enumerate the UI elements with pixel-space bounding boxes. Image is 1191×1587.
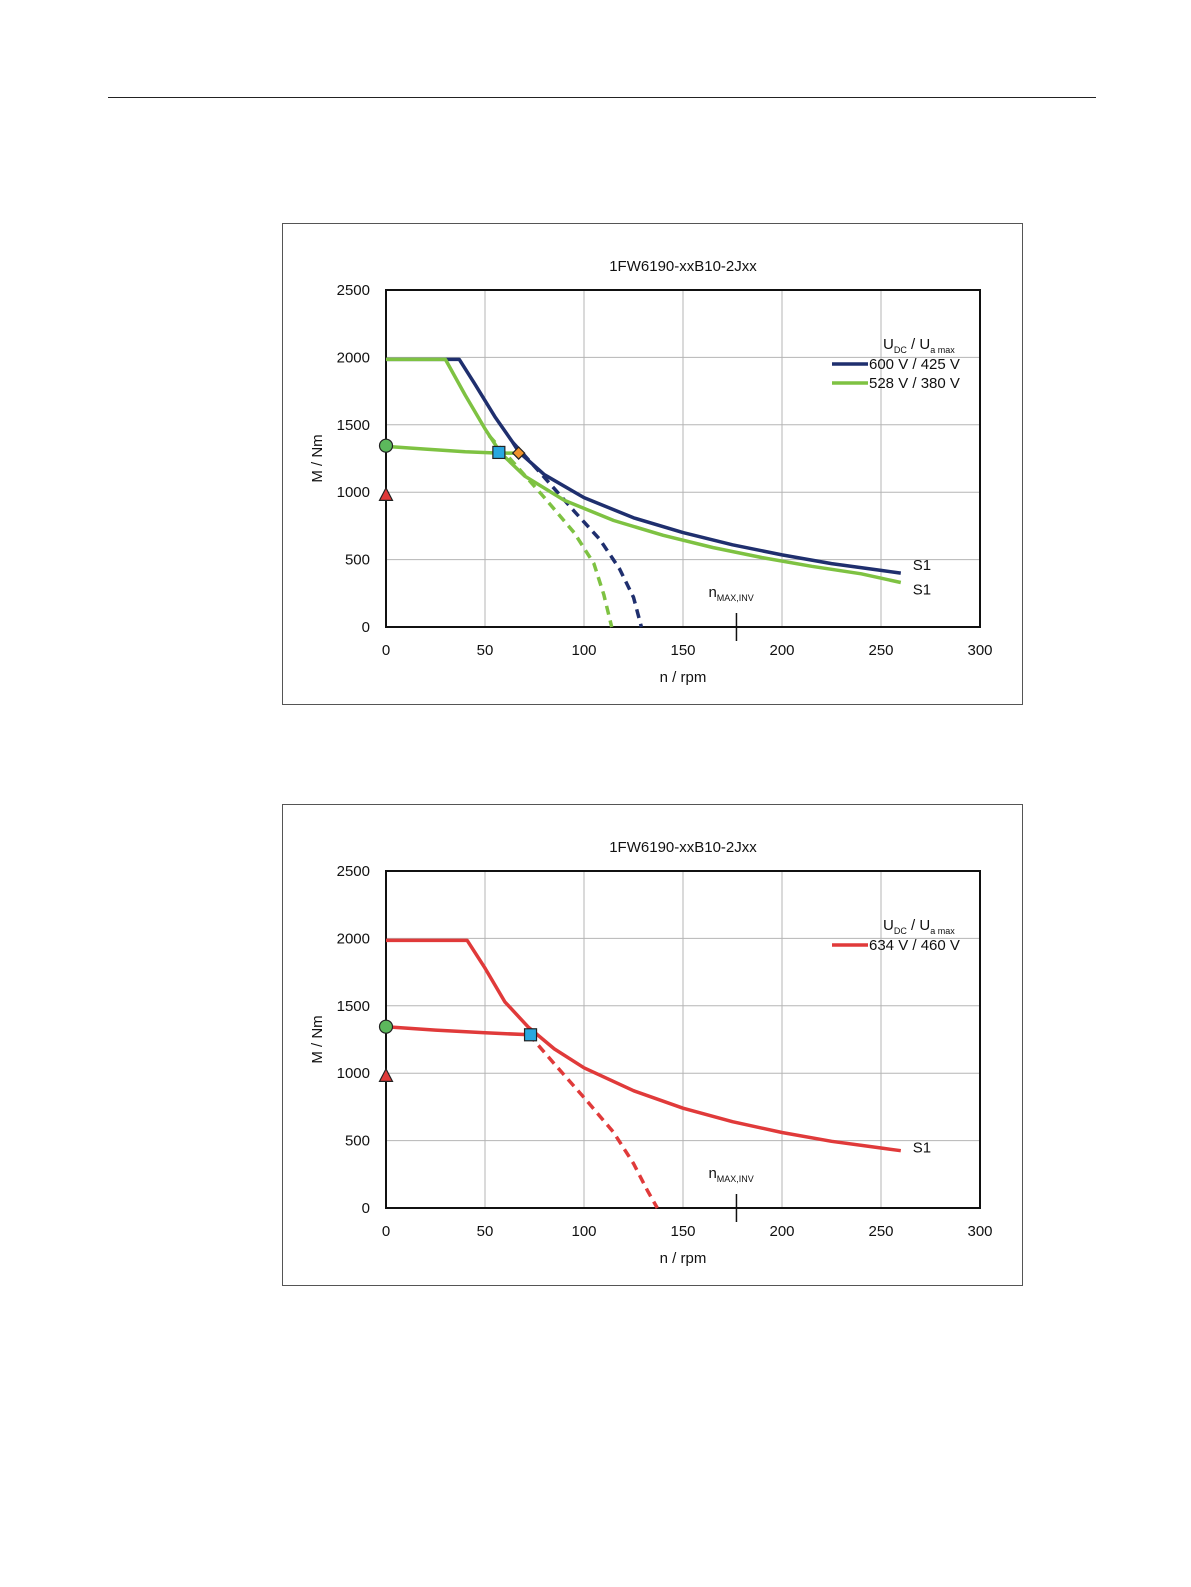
chart-2-marker-square bbox=[523, 1028, 538, 1042]
chart-1-xtick-label-150: 150 bbox=[670, 642, 695, 659]
chart-2-ytick-label-2500: 2500 bbox=[337, 863, 370, 880]
chart-2-marker-circle bbox=[378, 1019, 394, 1034]
chart-2-legend-title-u1: U bbox=[883, 917, 894, 934]
chart-1-ytick-label-2500: 2500 bbox=[337, 282, 370, 299]
chart-1-ytick-label-1500: 1500 bbox=[337, 417, 370, 434]
chart-2-nmax-label-sub: MAX,INV bbox=[717, 1174, 754, 1184]
chart-1-ytick-label-1000: 1000 bbox=[337, 484, 370, 501]
chart-2-plot-border bbox=[385, 870, 981, 1209]
chart-1-series-line-3 bbox=[487, 434, 614, 628]
chart-1-marker-square bbox=[492, 445, 506, 460]
chart-1-end-label-1: S1 bbox=[913, 582, 931, 599]
chart-1-legend-title: UDC / Ua max bbox=[883, 336, 955, 355]
chart-2-series-line-0 bbox=[386, 938, 902, 1153]
chart-1-legend-title-sub2: a max bbox=[930, 345, 955, 355]
chart-1-ytick-label-2000: 2000 bbox=[337, 349, 370, 366]
chart-2-ytick-label-1000: 1000 bbox=[337, 1065, 370, 1082]
chart-2-xtick-label-300: 300 bbox=[967, 1223, 992, 1240]
chart-1-legend-item-0: 600 V / 425 V bbox=[869, 356, 960, 373]
chart-1-ytick-label-500: 500 bbox=[345, 552, 370, 569]
chart-2-ylabel: M / Nm bbox=[309, 1015, 326, 1063]
chart-2-legend-title-u2: U bbox=[919, 917, 930, 934]
chart-1-legend-title-u2: U bbox=[919, 336, 930, 353]
chart-1-grid bbox=[386, 290, 980, 627]
chart-1-marker-diamond bbox=[511, 446, 526, 460]
chart-2-legend-title-sep: / bbox=[907, 917, 920, 934]
chart-2-ytick-label-500: 500 bbox=[345, 1133, 370, 1150]
chart-1-nmax-label: nMAX,INV bbox=[708, 584, 753, 603]
chart-1-xtick-label-200: 200 bbox=[769, 642, 794, 659]
chart-2-series-line-2 bbox=[385, 1024, 531, 1037]
chart-2-ytick-label-0: 0 bbox=[362, 1200, 370, 1217]
chart-1-xtick-label-250: 250 bbox=[868, 642, 893, 659]
chart-2-legend-title-sub1: DC bbox=[894, 926, 907, 936]
chart-1-legend-title-sep: / bbox=[907, 336, 920, 353]
chart-1-svg: 1FW6190-xxB10-2Jxx 0 50 100 150 200 250 300 0 500… bbox=[309, 258, 993, 686]
chart-2-marker-triangle bbox=[378, 1067, 394, 1082]
chart-1-nmax-label-main: n bbox=[708, 584, 716, 601]
chart-1-xtick-label-300: 300 bbox=[967, 642, 992, 659]
chart-1-xtick-label-100: 100 bbox=[571, 642, 596, 659]
chart-1-ylabel: M / Nm bbox=[309, 434, 326, 482]
chart-2-ytick-label-2000: 2000 bbox=[337, 930, 370, 947]
chart-2-xtick-label-250: 250 bbox=[868, 1223, 893, 1240]
chart-2-xlabel: n / rpm bbox=[660, 1250, 707, 1267]
chart-1-xtick-label-0: 0 bbox=[382, 642, 390, 659]
chart-1-legend-title-u1: U bbox=[883, 336, 894, 353]
chart-1-xlabel: n / rpm bbox=[660, 669, 707, 686]
chart-2-xtick-label-200: 200 bbox=[769, 1223, 794, 1240]
chart-1-series-line-0 bbox=[386, 357, 902, 575]
chart-2-frame: 1FW6190-xxB10-2Jxx 0 50 100 150 200 250 300 0 500… bbox=[282, 804, 1023, 1286]
chart-1-xtick-label-50: 50 bbox=[477, 642, 494, 659]
chart-1-end-label-0: S1 bbox=[913, 557, 931, 574]
chart-2-xtick-label-100: 100 bbox=[571, 1223, 596, 1240]
chart-1-legend-item-1: 528 V / 380 V bbox=[869, 375, 960, 392]
chart-2-svg: 1FW6190-xxB10-2Jxx 0 50 100 150 200 250 300 0 500… bbox=[309, 839, 993, 1267]
chart-1-marker-triangle bbox=[378, 486, 394, 501]
chart-1-series-line-1 bbox=[511, 441, 644, 628]
chart-2-legend-item-0: 634 V / 460 V bbox=[869, 937, 960, 954]
chart-1-plot-border bbox=[385, 289, 981, 628]
chart-2-nmax-label: nMAX,INV bbox=[708, 1165, 753, 1184]
page-top-rule bbox=[108, 97, 1096, 98]
chart-2-xtick-label-0: 0 bbox=[382, 1223, 390, 1240]
chart-1-series-line-2 bbox=[386, 357, 902, 585]
chart-1-ytick-label-0: 0 bbox=[362, 619, 370, 636]
chart-2-xtick-label-50: 50 bbox=[477, 1223, 494, 1240]
chart-2-ytick-label-1500: 1500 bbox=[337, 998, 370, 1015]
chart-2-legend-title: UDC / Ua max bbox=[883, 917, 955, 936]
chart-2-title: 1FW6190-xxB10-2Jxx bbox=[609, 839, 757, 856]
chart-1-frame: 1FW6190-xxB10-2Jxx 0 50 100 150 200 250 300 0 500… bbox=[282, 223, 1023, 705]
chart-2-nmax-label-main: n bbox=[708, 1165, 716, 1182]
chart-2-series-line-1 bbox=[527, 1032, 659, 1209]
chart-1-legend-title-sub1: DC bbox=[894, 345, 907, 355]
chart-2-end-label-0: S1 bbox=[913, 1140, 931, 1157]
chart-1-title: 1FW6190-xxB10-2Jxx bbox=[609, 258, 757, 275]
chart-2-xtick-label-150: 150 bbox=[670, 1223, 695, 1240]
chart-2-legend-title-sub2: a max bbox=[930, 926, 955, 936]
chart-2-grid bbox=[386, 871, 980, 1208]
chart-1-nmax-label-sub: MAX,INV bbox=[717, 593, 754, 603]
chart-1-marker-circle bbox=[378, 438, 394, 453]
